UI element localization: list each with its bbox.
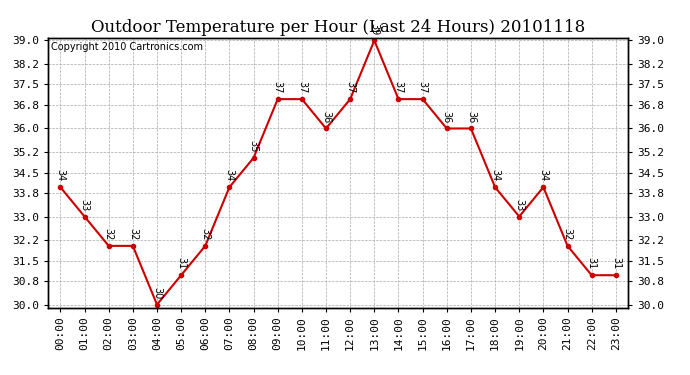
Text: 35: 35 bbox=[248, 140, 259, 152]
Text: 37: 37 bbox=[297, 81, 307, 94]
Text: 34: 34 bbox=[224, 170, 235, 182]
Text: 39: 39 bbox=[369, 22, 380, 35]
Text: 36: 36 bbox=[466, 111, 476, 123]
Text: 32: 32 bbox=[562, 228, 573, 240]
Text: 37: 37 bbox=[417, 81, 428, 94]
Text: 36: 36 bbox=[321, 111, 331, 123]
Text: 31: 31 bbox=[611, 257, 621, 270]
Text: 32: 32 bbox=[200, 228, 210, 240]
Text: 34: 34 bbox=[55, 170, 66, 182]
Text: 37: 37 bbox=[393, 81, 404, 94]
Text: 31: 31 bbox=[586, 257, 597, 270]
Text: 32: 32 bbox=[104, 228, 114, 240]
Text: 37: 37 bbox=[273, 81, 283, 94]
Text: 30: 30 bbox=[152, 287, 162, 299]
Text: 34: 34 bbox=[538, 170, 549, 182]
Text: 32: 32 bbox=[128, 228, 138, 240]
Text: 33: 33 bbox=[79, 199, 90, 211]
Text: 31: 31 bbox=[176, 257, 186, 270]
Text: 34: 34 bbox=[490, 170, 500, 182]
Title: Outdoor Temperature per Hour (Last 24 Hours) 20101118: Outdoor Temperature per Hour (Last 24 Ho… bbox=[91, 19, 585, 36]
Text: Copyright 2010 Cartronics.com: Copyright 2010 Cartronics.com bbox=[51, 42, 203, 51]
Text: 33: 33 bbox=[514, 199, 524, 211]
Text: 36: 36 bbox=[442, 111, 452, 123]
Text: 37: 37 bbox=[345, 81, 355, 94]
